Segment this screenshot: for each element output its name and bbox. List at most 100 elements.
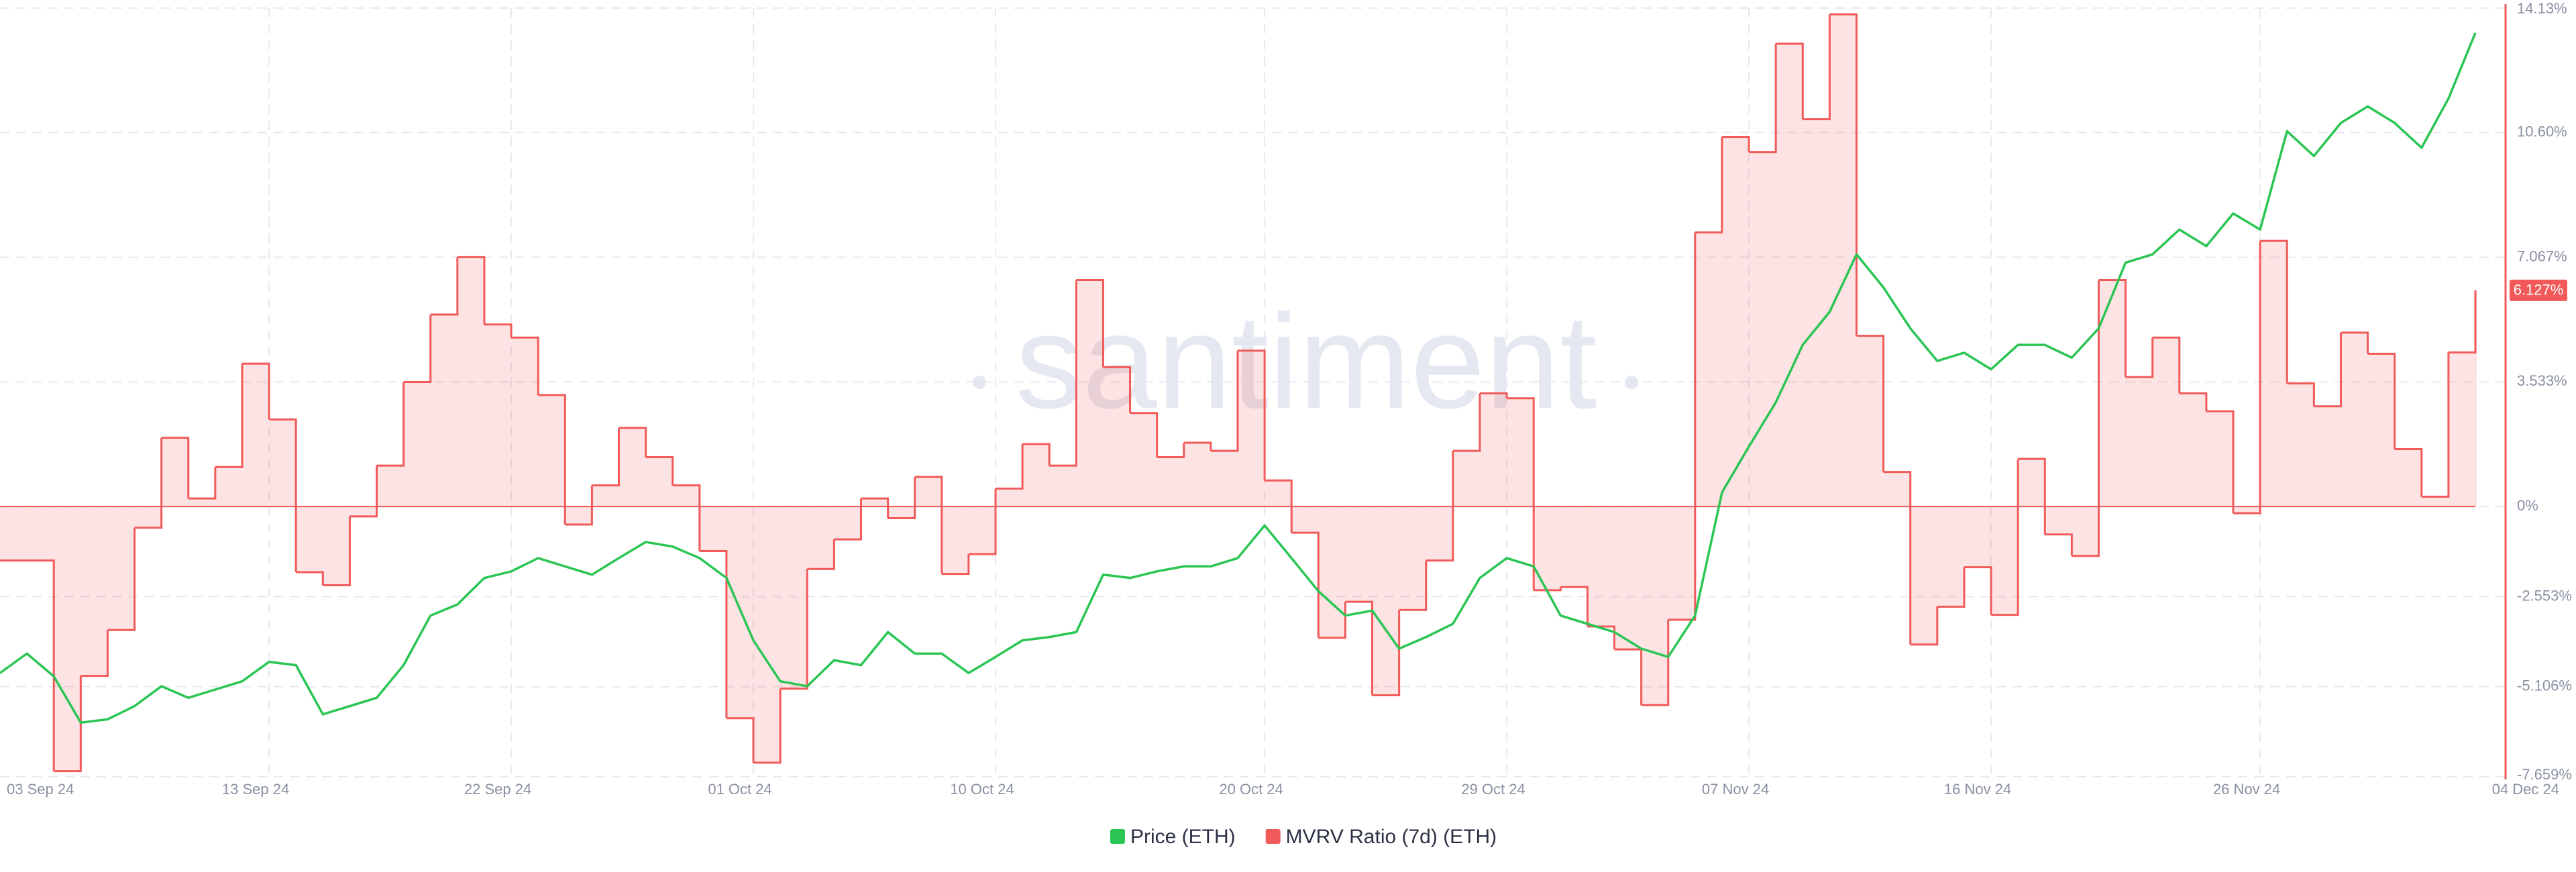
- mvrv-area: [1399, 506, 1426, 610]
- mvrv-step: [1964, 566, 1992, 615]
- mvrv-area: [241, 364, 270, 507]
- mvrv-step: [2233, 241, 2261, 514]
- mvrv-step: [1183, 441, 1212, 451]
- mvrv-step: [1452, 393, 1481, 452]
- mvrv-area: [1157, 457, 1184, 507]
- mvrv-step: [2072, 280, 2100, 557]
- mvrv-step: [592, 427, 620, 487]
- mvrv-area: [2072, 506, 2099, 556]
- mvrv-area: [511, 337, 539, 507]
- mvrv-area: [1829, 14, 1857, 507]
- mvrv-step: [2206, 410, 2235, 514]
- mvrv-step: [1238, 349, 1266, 481]
- mvrv-step: [1318, 602, 1346, 639]
- y-tick-label: 7.067%: [2517, 248, 2567, 264]
- mvrv-area: [1749, 152, 1776, 507]
- mvrv-area: [1507, 398, 1534, 507]
- mvrv-area: [1130, 413, 1157, 507]
- last-value-box: [2510, 279, 2567, 301]
- mvrv-area: [619, 427, 646, 507]
- legend-label: Price (ETH): [1130, 826, 1236, 848]
- mvrv-step: [1829, 13, 1858, 336]
- mvrv-area: [834, 506, 861, 540]
- mvrv-area: [1022, 444, 1050, 507]
- mvrv-step: [1910, 606, 1939, 646]
- x-tick-label: 10 Oct 24: [950, 781, 1014, 798]
- mvrv-step: [1130, 412, 1159, 457]
- mvrv-area: [350, 506, 377, 516]
- mvrv-step: [2260, 239, 2288, 384]
- mvrv-step: [376, 382, 405, 467]
- mvrv-area: [2125, 377, 2153, 507]
- mvrv-area: [1372, 506, 1399, 696]
- mvrv-area: [80, 506, 108, 676]
- y-tick-label: -5.106%: [2517, 677, 2572, 694]
- mvrv-area: [2421, 496, 2449, 507]
- y-tick-label: 14.13%: [2517, 0, 2567, 17]
- mvrv-area: [1210, 451, 1238, 507]
- mvrv-step: [888, 476, 916, 520]
- mvrv-area: [1587, 506, 1615, 626]
- price-line: [0, 32, 2477, 724]
- mvrv-area: [1991, 506, 2019, 615]
- mvrv-area: [861, 498, 888, 507]
- mvrv-area: [1049, 466, 1077, 507]
- mvrv-step: [780, 569, 808, 690]
- mvrv-area: [2152, 337, 2180, 507]
- x-tick-label: 07 Nov 24: [1702, 781, 1769, 798]
- mvrv-step: [1426, 451, 1454, 562]
- mvrv-step: [511, 336, 539, 395]
- mvrv-step: [861, 497, 890, 519]
- mvrv-step: [296, 571, 324, 586]
- mvrv-step: [484, 323, 513, 338]
- mvrv-step: [834, 498, 862, 541]
- mvrv-area: [1345, 506, 1373, 602]
- y-tick-label: 3.533%: [2517, 372, 2567, 389]
- mvrv-step: [1721, 135, 1750, 152]
- mvrv-area: [2341, 332, 2368, 507]
- mvrv-area: [888, 506, 915, 519]
- mvrv-step: [2421, 352, 2450, 498]
- mvrv-step: [2367, 352, 2396, 449]
- mvrv-area: [430, 315, 458, 507]
- mvrv-step: [1399, 560, 1428, 611]
- mvrv-step: [215, 364, 244, 468]
- mvrv-area: [2314, 406, 2341, 507]
- mvrv-area: [1668, 506, 1695, 620]
- mvrv-area: [1076, 280, 1104, 507]
- mvrv-step: [403, 315, 432, 384]
- mvrv-step: [80, 630, 109, 677]
- mvrv-step: [1883, 471, 1912, 645]
- mvrv-area: [538, 394, 566, 507]
- mvrv-step: [2394, 447, 2423, 497]
- mvrv-area: [27, 506, 54, 561]
- x-tick-label: 29 Oct 24: [1461, 781, 1525, 798]
- mvrv-step: [565, 485, 593, 526]
- mvrv-step: [1856, 335, 1885, 472]
- mvrv-step: [1103, 366, 1132, 413]
- mvrv-area: [699, 506, 727, 551]
- mvrv-area: [1103, 367, 1130, 507]
- mvrv-area: [565, 506, 592, 525]
- mvrv-step: [1265, 479, 1293, 533]
- x-tick-label: 04 Dec 24: [2492, 781, 2559, 798]
- y-tick-label: 0%: [2517, 497, 2538, 514]
- mvrv-area: [1265, 480, 1292, 507]
- mvrv-step: [2098, 279, 2127, 378]
- mvrv-step: [914, 476, 943, 574]
- mvrv-step: [672, 484, 701, 551]
- mvrv-step: [1534, 587, 1562, 592]
- mvrv-area: [2206, 411, 2234, 507]
- mvrv-step: [645, 456, 674, 486]
- x-tick-label: 03 Sep 24: [7, 781, 74, 798]
- mvrv-area: [188, 498, 215, 507]
- mvrv-step: [2341, 331, 2369, 354]
- y-tick-label: -7.659%: [2517, 766, 2572, 783]
- mvrv-step: [457, 256, 486, 325]
- mvrv-area: [1291, 506, 1319, 533]
- mvrv-step: [538, 394, 566, 525]
- mvrv-area: [161, 437, 189, 507]
- mvrv-step: [1560, 586, 1589, 626]
